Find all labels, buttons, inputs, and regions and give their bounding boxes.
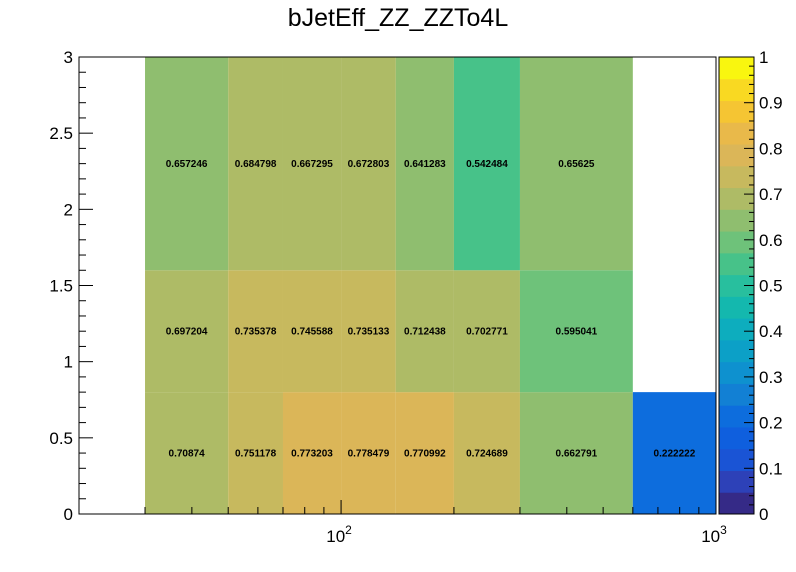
heatmap-cell — [453, 270, 520, 393]
cell-value-label: 0.745588 — [291, 327, 333, 338]
palette-segment — [719, 100, 754, 123]
palette-tick-label: 0.3 — [759, 368, 783, 387]
cell-value-label: 0.70874 — [169, 449, 206, 460]
cell-value-label: 0.595041 — [556, 327, 598, 338]
y-tick-label: 2 — [64, 200, 73, 219]
cell-value-label: 0.702771 — [466, 327, 508, 338]
y-axis: 0 0.5 1 1.5 2 2.5 3 — [49, 48, 93, 524]
y-tick-label: 0.5 — [49, 429, 73, 448]
palette-segment — [719, 361, 754, 384]
palette-segment — [719, 187, 754, 210]
palette-tick-label: 0.7 — [759, 185, 783, 204]
color-palette: 0 0.1 0.2 0.3 0.4 0.5 0.6 0.7 0.8 0.9 1 — [718, 48, 783, 524]
cell-value-label: 0.662791 — [556, 449, 598, 460]
heatmap-cell — [228, 270, 283, 393]
palette-tick-label: 1 — [759, 48, 768, 67]
palette-segment — [719, 492, 754, 515]
palette-segment — [719, 252, 754, 276]
cell-value-label: 0.657246 — [166, 159, 208, 170]
palette-segment — [719, 144, 754, 167]
heatmap-cell — [145, 57, 229, 271]
palette-segment — [719, 57, 754, 80]
palette-segment — [719, 318, 754, 341]
y-tick-label: 2.5 — [49, 124, 73, 143]
heatmap-cell — [453, 392, 520, 514]
heatmap-cell — [228, 392, 283, 514]
palette-segment — [719, 296, 754, 319]
palette-segment — [719, 274, 754, 297]
heatmap-cell — [145, 392, 229, 514]
heatmap-cell — [395, 57, 454, 271]
palette-tick-label: 0.1 — [759, 459, 783, 478]
cell-value-label: 0.672803 — [348, 159, 390, 170]
y-tick-label: 1 — [64, 353, 73, 372]
cell-value-label: 0.751178 — [235, 449, 277, 460]
cell-value-label: 0.641283 — [404, 159, 446, 170]
heatmap-cells — [145, 57, 716, 514]
palette-tick-label: 0.6 — [759, 231, 783, 250]
palette-segment — [719, 78, 754, 102]
heatmap-cell — [282, 57, 342, 271]
palette-tick-label: 0.4 — [759, 322, 783, 341]
x-tick-label: 102 — [326, 523, 352, 546]
cell-value-label: 0.724689 — [466, 449, 508, 460]
palette-tick-label: 0.9 — [759, 94, 783, 113]
palette-segment — [719, 165, 754, 189]
palette-tick-label: 0.8 — [759, 139, 783, 158]
palette-segment — [719, 405, 754, 428]
y-tick-label: 1.5 — [49, 277, 73, 296]
cell-labels: 0.70874 0.751178 0.773203 0.778479 0.770992 0… — [166, 159, 696, 459]
heatmap-cell — [282, 270, 342, 393]
heatmap-cell — [282, 392, 342, 514]
cell-value-label: 0.222222 — [654, 449, 696, 460]
cell-value-label: 0.697204 — [166, 327, 208, 338]
cell-value-label: 0.773203 — [291, 449, 333, 460]
cell-value-label: 0.735378 — [235, 327, 277, 338]
cell-value-label: 0.667295 — [291, 159, 333, 170]
heatmap-cell — [341, 392, 396, 514]
heatmap-cell — [453, 57, 520, 271]
y-tick-label: 3 — [64, 48, 73, 67]
palette-tick-label: 0.2 — [759, 414, 783, 433]
palette-segment — [719, 448, 754, 471]
heatmap-cell — [341, 270, 396, 393]
palette-segment — [719, 426, 754, 450]
heatmap-cell — [519, 270, 633, 393]
palette-segment — [719, 383, 754, 406]
x-tick-label: 103 — [701, 523, 727, 546]
heatmap-cell — [145, 270, 229, 393]
cell-value-label: 0.770992 — [404, 449, 446, 460]
heatmap-cell — [519, 392, 633, 514]
chart-title: bJetEff_ZZ_ZZTo4L — [287, 4, 509, 32]
heatmap-cell — [632, 392, 716, 514]
heatmap-cell — [341, 57, 396, 271]
heatmap-cell — [228, 57, 283, 271]
heatmap-cell — [519, 57, 633, 271]
palette-segment — [719, 339, 754, 363]
palette-segment — [719, 209, 754, 232]
palette-tick-label: 0.5 — [759, 277, 783, 296]
y-tick-label: 0 — [64, 505, 73, 524]
cell-value-label: 0.684798 — [235, 159, 277, 170]
cell-value-label: 0.712438 — [404, 327, 446, 338]
cell-value-label: 0.65625 — [558, 159, 595, 170]
cell-value-label: 0.778479 — [348, 449, 390, 460]
palette-segment — [719, 122, 754, 145]
x-axis: 102 103 — [78, 500, 727, 546]
cell-value-label: 0.542484 — [466, 159, 508, 170]
palette-segment — [719, 231, 754, 254]
heatmap-cell — [395, 392, 454, 514]
cell-value-label: 0.735133 — [348, 327, 390, 338]
palette-segment — [719, 470, 754, 493]
heatmap-cell — [395, 270, 454, 393]
palette-tick-label: 0 — [759, 505, 768, 524]
